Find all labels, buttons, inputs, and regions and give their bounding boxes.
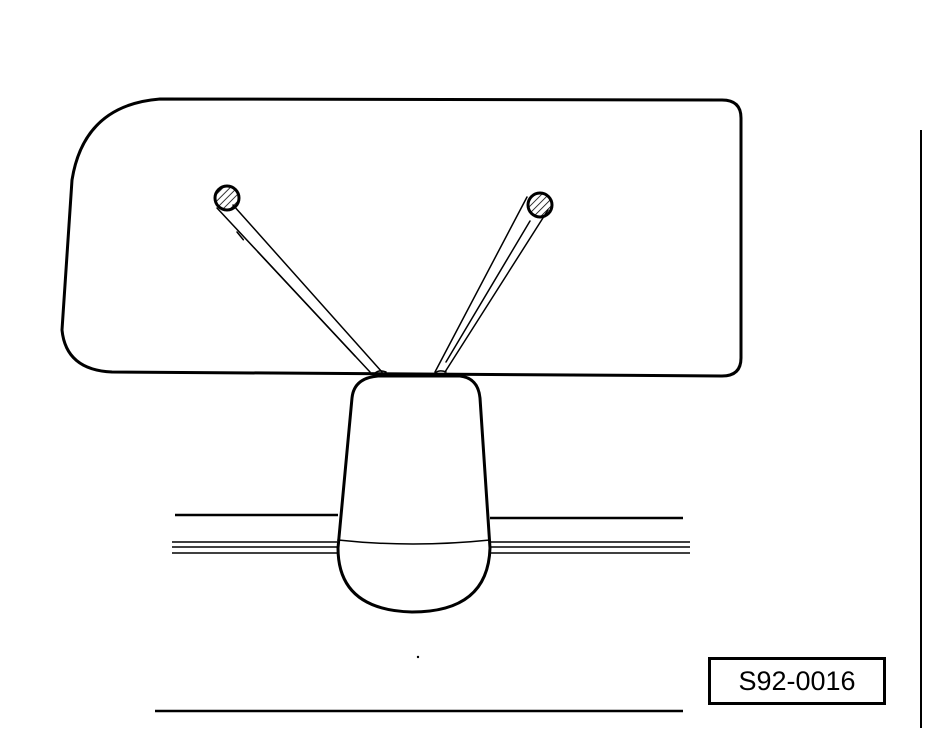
body-trim-lines-left xyxy=(172,513,338,554)
body-trim-lines-right xyxy=(490,516,690,554)
wiper-motor-cover xyxy=(336,374,492,614)
right-pivot-bolt xyxy=(526,191,554,219)
speck xyxy=(416,655,420,659)
figure-code-label: S92-0016 xyxy=(708,657,886,705)
window-glass-outline xyxy=(60,97,743,378)
motor-cover-cap-line xyxy=(337,539,491,545)
left-wiper-arm xyxy=(216,204,383,373)
right-wiper-arm xyxy=(434,196,549,373)
figure-code-text: S92-0016 xyxy=(738,665,856,696)
left-pivot-bolt xyxy=(213,184,241,212)
